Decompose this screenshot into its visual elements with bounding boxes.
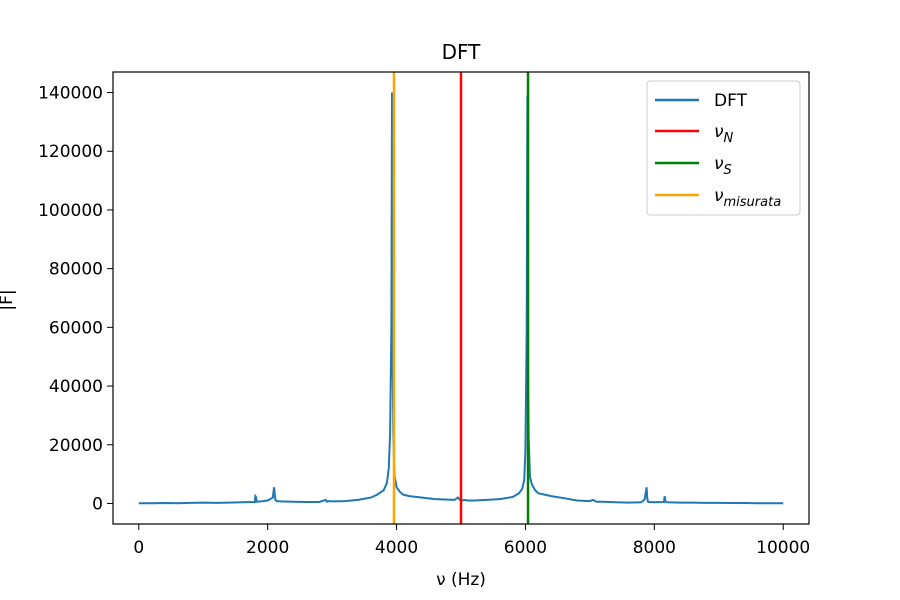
x-tick-label: 8000 bbox=[633, 538, 676, 558]
legend-symbol-nu-n: ν bbox=[714, 122, 724, 142]
svg-text:νN: νN bbox=[714, 122, 734, 146]
legend-symbol-nu-s: ν bbox=[714, 154, 724, 174]
x-tick-label: 2000 bbox=[246, 538, 289, 558]
x-axis-label: ν (Hz) bbox=[436, 570, 486, 590]
x-axis-ticks: 0 2000 4000 6000 8000 10000 bbox=[133, 524, 810, 558]
svg-text:νmisurata: νmisurata bbox=[714, 186, 781, 210]
x-tick-label: 0 bbox=[133, 538, 144, 558]
dft-series-line bbox=[138, 92, 784, 505]
legend-box bbox=[646, 80, 801, 216]
legend-symbol-nu-misurata: ν bbox=[714, 186, 724, 206]
legend-sub-nu-s: S bbox=[724, 163, 732, 178]
y-tick-label: 60000 bbox=[49, 318, 103, 338]
legend-label-dft: DFT bbox=[714, 91, 748, 111]
legend-sub-nu-misurata: misurata bbox=[724, 195, 782, 210]
y-tick-label: 20000 bbox=[49, 436, 103, 456]
legend: DFT νN νS νmisurata bbox=[646, 80, 801, 216]
y-tick-label: 80000 bbox=[49, 260, 103, 280]
y-tick-label: 140000 bbox=[38, 84, 103, 104]
y-tick-label: 120000 bbox=[38, 142, 103, 162]
x-tick-label: 10000 bbox=[756, 538, 810, 558]
plot-frame bbox=[112, 71, 810, 525]
y-tick-label: 0 bbox=[92, 494, 103, 514]
x-tick-label: 6000 bbox=[504, 538, 547, 558]
legend-sub-nu-n: N bbox=[724, 131, 734, 146]
svg-text:νS: νS bbox=[714, 154, 732, 178]
y-tick-label: 100000 bbox=[38, 201, 103, 221]
y-tick-label: 40000 bbox=[49, 377, 103, 397]
x-tick-label: 4000 bbox=[375, 538, 418, 558]
chart-title: DFT bbox=[442, 40, 482, 64]
y-axis-label: |F| bbox=[0, 289, 17, 310]
y-axis-ticks: 0 20000 40000 60000 80000 100000 120000 140000 bbox=[38, 84, 113, 514]
